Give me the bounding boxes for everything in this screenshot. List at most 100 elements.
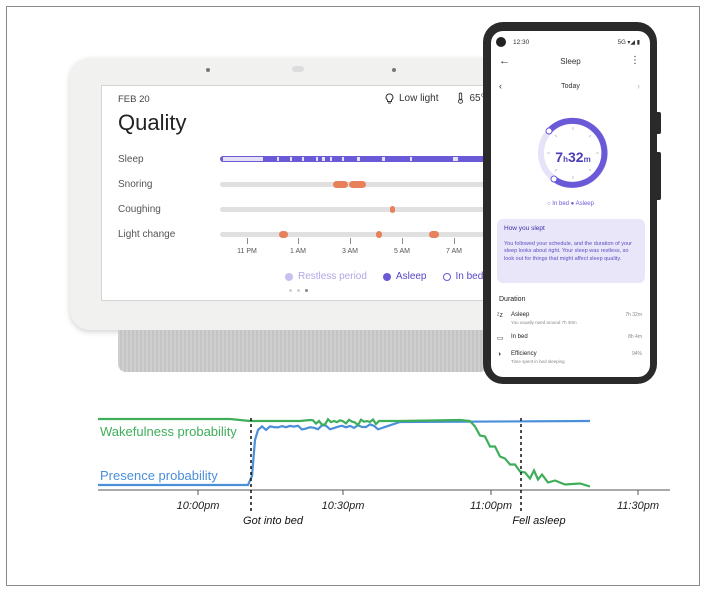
phone-screen: 12:30 5G ▾◢ ▮ ← Sleep ⋮ ‹ Today › 7h32m … — [491, 31, 650, 377]
duration-row-in-bed[interactable]: ▭ In bed 8h 4m — [497, 334, 642, 342]
page-dot[interactable] — [289, 289, 292, 292]
hub-screen: FEB 20 Quality Low light 65°F Sleep Snor… — [101, 85, 503, 301]
snoring-event — [333, 181, 348, 188]
phone-side-button — [657, 112, 661, 134]
legend-in-bed: In bed — [442, 271, 483, 282]
time-tick — [350, 238, 351, 244]
legend-asleep: Asleep — [382, 271, 427, 282]
hub-mic-dot — [206, 68, 210, 72]
row-label-sleep: Sleep — [118, 154, 144, 165]
lightbulb-icon — [385, 92, 394, 103]
time-tick — [247, 238, 248, 244]
time-tick-label: 5 AM — [394, 248, 410, 255]
status-bar: 12:30 5G ▾◢ ▮ — [491, 37, 650, 49]
coughing-track — [220, 206, 502, 213]
nest-hub-fabric-base — [118, 330, 488, 372]
hub-sensor — [292, 66, 304, 72]
presence-probability-line — [98, 419, 591, 487]
page-dot[interactable] — [297, 289, 300, 292]
status-time: 12:30 — [513, 39, 530, 46]
day-selector: ‹ Today › — [491, 81, 650, 93]
time-tick-label: 3 AM — [342, 248, 358, 255]
duration-header: Duration — [499, 296, 526, 303]
restless-segment — [302, 157, 304, 161]
restless-segment — [316, 157, 318, 161]
sleep-track — [220, 156, 502, 162]
chevron-right-icon[interactable]: › — [637, 81, 640, 91]
bed-icon: ▭ — [497, 335, 504, 342]
snoring-event — [349, 181, 366, 188]
x-tick-label: 11:00pm — [470, 500, 512, 512]
page-dot-active[interactable] — [305, 289, 308, 292]
restless-segment — [330, 157, 332, 161]
light-level: Low light — [399, 92, 439, 104]
x-tick-label: 11:30pm — [617, 500, 659, 512]
half-circle-icon: ◑ — [497, 351, 502, 358]
sleep-ring — [538, 117, 608, 188]
back-arrow-icon[interactable]: ← — [499, 55, 510, 67]
time-tick-label: 11 PM — [237, 248, 257, 255]
restless-segment — [382, 157, 385, 161]
event-label-fell-asleep: Fell asleep — [512, 515, 565, 527]
light-change-event — [376, 231, 382, 238]
event-label-got-into-bed: Got into bed — [243, 515, 304, 527]
status-icons: 5G ▾◢ ▮ — [617, 40, 640, 46]
figure-frame — [6, 6, 700, 586]
hub-date: FEB 20 — [118, 94, 150, 105]
light-change-track — [220, 231, 502, 238]
wakefulness-probability-line — [98, 417, 591, 488]
restless-segment — [277, 157, 279, 161]
light-change-event — [279, 231, 288, 238]
camera-hole — [496, 37, 506, 47]
in-bed-segment — [223, 157, 263, 161]
hub-title: Quality — [118, 110, 187, 135]
row-label-snoring: Snoring — [118, 179, 153, 190]
sleep-dial: 7h32m — [533, 95, 613, 195]
restless-dot-icon — [285, 272, 293, 281]
time-tick — [298, 238, 299, 244]
chevron-left-icon[interactable]: ‹ — [499, 81, 502, 91]
hub-conditions: Low light 65°F — [385, 92, 491, 104]
temperature: 65°F — [469, 92, 491, 104]
row-label-coughing: Coughing — [118, 204, 161, 215]
time-tick — [402, 238, 403, 244]
asleep-dot-icon — [382, 272, 391, 281]
card-title: How you slept — [504, 225, 545, 232]
more-vert-icon[interactable]: ⋮ — [630, 55, 640, 66]
series-label-wakefulness: Wakefulness probability — [100, 424, 237, 439]
how-you-slept-card[interactable]: How you slept You followed your schedule… — [497, 219, 645, 283]
page-indicator[interactable] — [289, 289, 308, 292]
time-tick — [454, 238, 455, 244]
thermometer-icon — [458, 92, 464, 104]
cough-event — [390, 206, 395, 213]
hub-mic-dot — [392, 68, 396, 72]
x-ticks — [197, 490, 639, 495]
phone-volume-button — [657, 152, 661, 200]
duration-row-asleep[interactable]: ᶻz Asleep You usually need around 7h 30m… — [497, 312, 642, 325]
snoring-track — [220, 181, 502, 188]
app-bar: ← Sleep ⋮ — [491, 53, 650, 73]
series-label-presence: Presence probability — [100, 468, 218, 483]
restless-segment — [342, 157, 344, 161]
day-label: Today — [561, 83, 580, 90]
in-bed-ring-icon — [442, 272, 451, 281]
restless-segment — [453, 157, 458, 161]
row-label-light-change: Light change — [118, 229, 176, 240]
legend-restless: Restless period — [285, 271, 367, 282]
sleep-duration: 7h32m — [555, 149, 591, 165]
restless-segment — [410, 157, 412, 161]
light-change-event — [429, 231, 439, 238]
x-tick-label: 10:30pm — [322, 500, 365, 512]
card-body: You followed your schedule, and the dura… — [504, 241, 632, 262]
restless-segment — [322, 157, 325, 161]
time-tick-label: 7 AM — [446, 248, 462, 255]
zzz-icon: ᶻz — [497, 312, 504, 319]
restless-segment — [357, 157, 360, 161]
hub-legend: Restless period Asleep In bed — [285, 271, 483, 282]
x-tick-label: 10:00pm — [177, 500, 220, 512]
duration-row-efficiency[interactable]: ◑ Efficiency Time spent in bed sleeping … — [497, 351, 642, 364]
ring-legend: ○ In bed ● Asleep — [547, 201, 594, 207]
time-tick-label: 1 AM — [290, 248, 306, 255]
app-title: Sleep — [560, 57, 581, 66]
